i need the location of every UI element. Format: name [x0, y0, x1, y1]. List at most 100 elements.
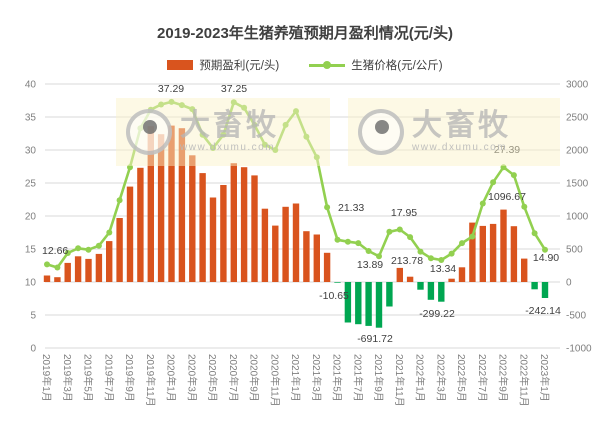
price-point	[241, 104, 248, 111]
right-axis-tick: 1500	[566, 179, 589, 190]
profit-bar-swatch-icon	[167, 60, 194, 70]
x-axis-tick: 2020年5月	[206, 354, 219, 402]
right-axis-tick: 2000	[566, 146, 589, 157]
left-axis-tick: 15	[25, 245, 37, 256]
price-dot-icon	[323, 61, 332, 69]
price-point	[490, 179, 497, 186]
left-axis-tick: 35	[25, 113, 37, 124]
legend-item-profit: 预期盈利(元/头)	[167, 57, 279, 73]
price-point	[75, 245, 82, 252]
data-label-price: 12.66	[42, 245, 68, 257]
right-axis-tick: 1000	[566, 212, 589, 223]
x-axis-tick: 2021年5月	[331, 354, 344, 402]
price-point	[531, 230, 538, 237]
profit-bar	[521, 258, 528, 282]
data-label-price: 21.33	[338, 202, 364, 214]
profit-bar	[64, 262, 71, 282]
right-axis-tick: 2500	[566, 113, 589, 124]
profit-bar	[448, 278, 455, 282]
profit-bar	[43, 275, 51, 282]
profit-bar	[489, 223, 497, 282]
profit-bar	[189, 155, 196, 282]
price-point	[344, 238, 351, 245]
profit-bar	[240, 167, 248, 282]
price-point	[220, 131, 227, 138]
legend-label-profit: 预期盈利(元/头)	[199, 60, 280, 72]
left-axis-tick: 20	[25, 212, 37, 223]
data-label-price: 14.90	[533, 252, 559, 264]
price-point	[189, 106, 196, 113]
profit-bar	[220, 185, 227, 282]
price-point	[303, 133, 310, 140]
price-point	[116, 197, 123, 204]
x-axis-tick: 2020年1月	[165, 354, 178, 402]
price-point	[106, 229, 113, 236]
profit-bar	[261, 208, 269, 282]
profit-bar	[500, 209, 507, 282]
x-axis-tick: 2019年11月	[144, 354, 157, 407]
profit-bar	[344, 282, 352, 323]
price-point	[355, 240, 362, 247]
x-axis-tick: 2023年1月	[538, 354, 551, 402]
profit-bar	[178, 128, 186, 282]
price-point	[230, 99, 237, 106]
profit-bar	[541, 282, 549, 298]
right-axis-tick: 500	[566, 245, 583, 256]
price-point	[510, 172, 517, 179]
right-axis-tick: 3000	[566, 80, 589, 91]
profit-bar	[427, 282, 435, 300]
left-axis-tick: 25	[25, 179, 37, 190]
x-axis-tick: 2019年5月	[82, 354, 95, 402]
price-point	[479, 200, 486, 207]
profit-bar	[85, 258, 92, 282]
legend-label-price: 生猪价格(元/公斤)	[351, 60, 443, 72]
price-point	[293, 108, 299, 115]
profit-bar	[292, 203, 300, 282]
price-point	[448, 250, 455, 257]
price-point	[542, 246, 548, 253]
profit-bar	[386, 282, 393, 307]
profit-bar	[365, 282, 372, 326]
chart-legend: 预期盈利(元/头) 生猪价格(元/公斤)	[0, 57, 610, 73]
price-point	[459, 240, 465, 247]
price-point	[95, 242, 102, 249]
price-point	[127, 164, 133, 171]
profit-bar	[147, 126, 154, 282]
x-axis-tick: 2021年1月	[289, 354, 302, 402]
profit-bar	[396, 267, 403, 282]
profit-bar	[406, 276, 414, 282]
price-point	[272, 147, 279, 153]
data-label-profit: -299.22	[419, 308, 455, 320]
price-line-swatch-icon	[309, 61, 346, 69]
price-point	[178, 102, 185, 109]
profit-bar	[458, 267, 466, 282]
profit-bar	[116, 218, 123, 282]
x-axis-tick: 2019年1月	[40, 354, 53, 402]
data-label-price: 17.95	[391, 207, 417, 219]
price-point	[137, 125, 144, 132]
price-point	[158, 101, 165, 108]
price-point	[500, 164, 507, 171]
price-point	[64, 250, 71, 256]
right-axis-tick: 0	[566, 278, 572, 289]
profit-bar	[209, 197, 217, 282]
profit-bar	[303, 231, 310, 282]
profit-bar	[510, 226, 518, 282]
x-axis-tick: 2020年3月	[185, 354, 198, 402]
x-axis-tick: 2021年11月	[393, 354, 406, 407]
x-axis-tick: 2022年3月	[434, 354, 447, 402]
profit-bar	[355, 282, 362, 325]
data-label-profit: -10.65	[319, 290, 349, 302]
profit-bar	[272, 225, 279, 282]
price-point	[521, 203, 528, 210]
profit-bar	[323, 252, 331, 282]
profit-bar	[199, 173, 206, 282]
profit-bar	[438, 282, 445, 302]
x-axis-tick: 2022年11月	[517, 354, 530, 407]
data-label-price: 37.29	[158, 83, 184, 95]
profit-bar	[137, 167, 144, 282]
profit-bar	[313, 234, 320, 282]
x-axis-tick: 2021年3月	[310, 354, 323, 402]
price-point	[386, 228, 393, 235]
price-point	[438, 257, 445, 263]
